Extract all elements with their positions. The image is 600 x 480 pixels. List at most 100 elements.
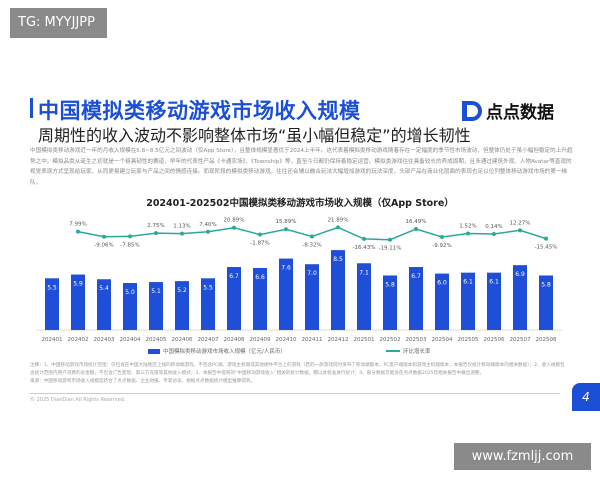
bar — [331, 250, 345, 330]
x-tick-label: 202504 — [432, 337, 453, 343]
x-tick-label: 202505 — [458, 337, 479, 343]
growth-point — [414, 227, 418, 232]
bar — [201, 278, 215, 330]
legend-bar-swatch — [148, 348, 160, 354]
bar-label: 7.6 — [281, 265, 291, 272]
growth-point — [232, 225, 236, 230]
growth-point — [180, 231, 184, 236]
growth-label: 1.52% — [459, 224, 476, 230]
growth-label: -9.92% — [432, 243, 451, 249]
growth-point — [128, 234, 132, 239]
growth-label: -9.06% — [94, 243, 113, 249]
bar-label: 5.1 — [151, 288, 161, 295]
bar — [435, 273, 449, 330]
growth-label: 21.89% — [328, 217, 349, 223]
combo-chart: 5.5 202401 5.9 202402 5.4 202403 5.0 202404 5.1 2… — [36, 217, 562, 343]
x-tick-label: 202401 — [42, 337, 63, 343]
growth-point — [310, 234, 314, 239]
bar-label: 5.0 — [125, 289, 135, 296]
footnotes: 注释：1、中国移动游戏市场统计范围：仅包含在中国大陆地区上线的移动端游戏，不包含… — [30, 362, 565, 386]
growth-label: 0.14% — [485, 224, 502, 230]
x-tick-label: 202405 — [146, 337, 167, 343]
bar — [487, 272, 501, 330]
copyright: © 2025 DianDian All Rights Reserved. — [30, 397, 126, 403]
bar-label: 5.8 — [385, 281, 395, 288]
bar — [175, 281, 189, 330]
bar-label: 6.1 — [489, 279, 499, 286]
x-tick-label: 202507 — [510, 337, 531, 343]
x-tick-label: 202409 — [250, 337, 271, 343]
x-tick-label: 202404 — [120, 337, 141, 343]
bar-label: 5.2 — [177, 287, 187, 294]
page-number: 4 — [572, 383, 600, 411]
bar — [357, 263, 371, 330]
logo-text: 点点数据 — [486, 103, 554, 123]
growth-point — [154, 231, 158, 236]
growth-label: -7.85% — [120, 242, 139, 248]
growth-point — [336, 225, 340, 230]
growth-point — [206, 229, 210, 234]
bar-label: 7.0 — [307, 270, 317, 277]
description-paragraph: 中国模拟类移动游戏近一年的月收入规模在5.8~8.5亿元之间波动（仅App St… — [30, 148, 573, 186]
logo-icon — [462, 100, 482, 121]
top-watermark: TG: MYYJJPP — [10, 8, 107, 38]
growth-point — [76, 229, 80, 234]
growth-label: 7.40% — [199, 222, 216, 228]
bottom-watermark: www.fzmljj.com — [454, 443, 591, 470]
bar — [227, 267, 241, 330]
x-tick-label: 202411 — [302, 337, 323, 343]
x-tick-label: 202502 — [380, 337, 401, 343]
bar — [305, 264, 319, 330]
growth-point — [466, 231, 470, 236]
growth-point — [492, 231, 496, 236]
legend-line-label: 环比增长率 — [403, 349, 431, 355]
growth-point — [388, 237, 392, 242]
bar-label: 5.4 — [99, 285, 109, 292]
x-tick-label: 202402 — [68, 337, 89, 343]
x-tick-label: 202503 — [406, 337, 427, 343]
bar — [383, 275, 397, 330]
bar — [97, 279, 111, 330]
bar-label: 8.5 — [333, 256, 343, 263]
bar — [71, 274, 85, 330]
brand-logo: 点点数据 — [462, 98, 554, 123]
growth-label: -15.45% — [535, 245, 558, 251]
x-tick-label: 202412 — [328, 337, 349, 343]
growth-label: 15.89% — [276, 219, 297, 225]
growth-label: -16.43% — [353, 245, 376, 251]
growth-label: 16.49% — [406, 219, 427, 225]
notes-text: 注释：1、中国移动游戏市场统计范围：仅包含在中国大陆地区上线的移动端游戏，不包含… — [30, 363, 565, 376]
growth-point — [258, 232, 262, 237]
bar — [513, 265, 527, 330]
bar — [149, 282, 163, 330]
bar — [409, 267, 423, 330]
x-tick-label: 202408 — [224, 337, 245, 343]
x-tick-label: 202406 — [172, 337, 193, 343]
chart-title: 202401-202502中国模拟类移动游戏市场收入规模（仅App Store） — [146, 198, 454, 209]
x-tick-label: 202407 — [198, 337, 219, 343]
bar-label: 5.8 — [541, 281, 551, 288]
page-title: 中国模拟类移动游戏市场收入规模 — [38, 99, 361, 123]
bar — [253, 267, 267, 330]
bar-label: 6.9 — [515, 271, 525, 278]
x-tick-label: 202501 — [354, 337, 375, 343]
legend-line-swatch — [386, 350, 400, 352]
growth-label: 2.75% — [147, 223, 164, 229]
growth-label: 12.27% — [510, 220, 531, 226]
bar — [461, 272, 475, 330]
bar — [279, 258, 293, 330]
bar-label: 5.5 — [47, 284, 57, 291]
growth-label: -8.32% — [302, 242, 321, 248]
bar-label: 7.1 — [359, 269, 369, 276]
growth-label: -1.87% — [250, 241, 269, 247]
x-tick-label: 202410 — [276, 337, 297, 343]
x-tick-label: 202508 — [536, 337, 557, 343]
bar-label: 6.6 — [255, 274, 265, 281]
bar — [123, 283, 137, 330]
bar — [45, 278, 59, 330]
growth-label: 1.13% — [173, 224, 190, 230]
growth-point — [518, 228, 522, 233]
growth-label: 20.89% — [224, 218, 245, 224]
footer-divider — [30, 393, 560, 394]
growth-label: 7.99% — [69, 222, 86, 228]
